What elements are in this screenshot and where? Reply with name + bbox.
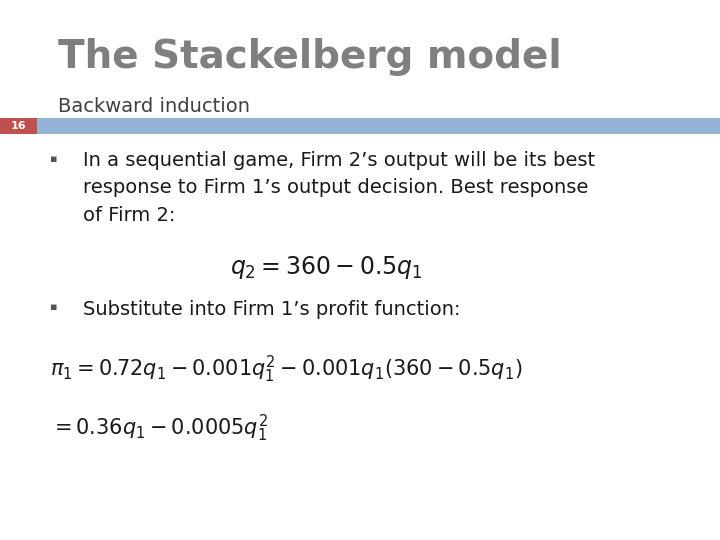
Text: Backward induction: Backward induction bbox=[58, 97, 250, 116]
Bar bbox=[0, 118, 37, 134]
Text: $q_2 = 360 - 0.5q_1$: $q_2 = 360 - 0.5q_1$ bbox=[230, 254, 423, 281]
Text: In a sequential game, Firm 2’s output will be its best
response to Firm 1’s outp: In a sequential game, Firm 2’s output wi… bbox=[83, 151, 595, 225]
Text: ▪: ▪ bbox=[50, 154, 58, 164]
Text: $\pi_1 = 0.72q_1 - 0.001q_1^2 - 0.001q_1(360 - 0.5q_1)$: $\pi_1 = 0.72q_1 - 0.001q_1^2 - 0.001q_1… bbox=[50, 354, 523, 385]
Text: $= 0.36q_1 - 0.0005q_1^2$: $= 0.36q_1 - 0.0005q_1^2$ bbox=[50, 413, 269, 444]
Text: The Stackelberg model: The Stackelberg model bbox=[58, 38, 561, 76]
Text: ▪: ▪ bbox=[50, 302, 58, 313]
Bar bbox=[0, 118, 720, 134]
Text: 16: 16 bbox=[11, 121, 27, 131]
Text: Substitute into Firm 1’s profit function:: Substitute into Firm 1’s profit function… bbox=[83, 300, 460, 319]
